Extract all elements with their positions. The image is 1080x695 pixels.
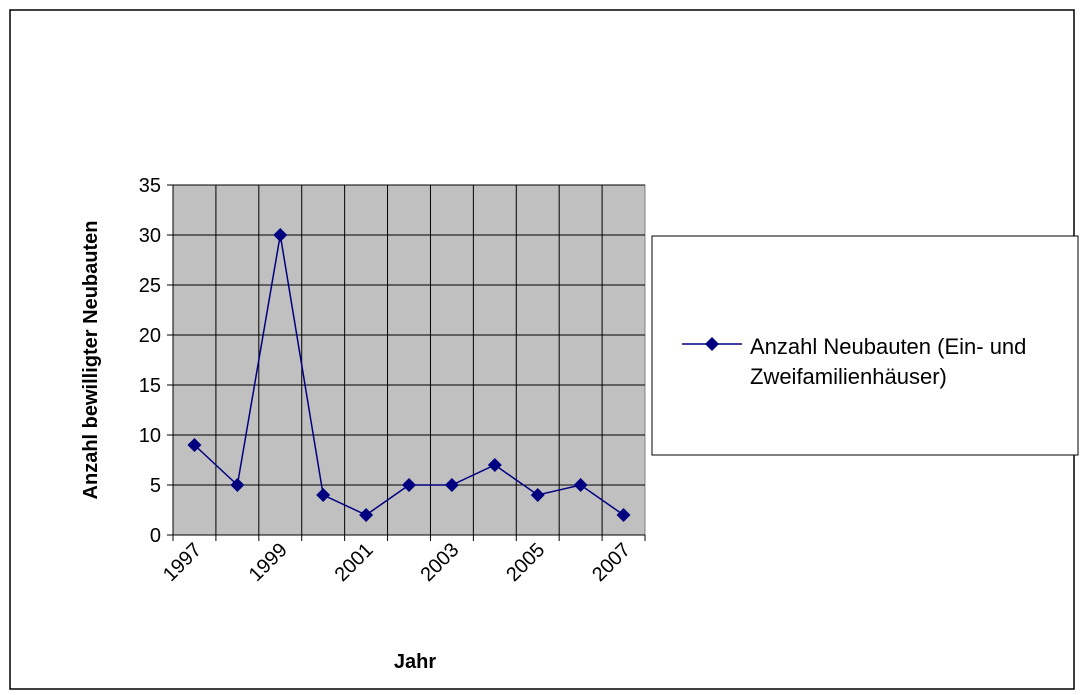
data-point	[316, 488, 331, 502]
data-point	[616, 508, 631, 522]
y-tick-label: 0	[150, 525, 161, 547]
y-tick-label: 20	[139, 325, 161, 347]
data-point	[402, 478, 416, 492]
data-point	[573, 478, 588, 492]
data-point	[230, 478, 245, 492]
y-tick-label: 35	[139, 175, 161, 197]
data-point	[530, 488, 545, 502]
data-point	[273, 228, 288, 242]
plot-area	[172, 184, 646, 536]
x-axis-title: Jahr	[394, 651, 436, 673]
y-tick-label: 30	[139, 225, 161, 247]
y-tick-label: 5	[150, 475, 161, 497]
legend-label: Anzahl Neubauten (Ein- und Zweifamilienh…	[750, 334, 1027, 389]
data-point	[187, 438, 202, 452]
y-tick-label: 15	[139, 375, 161, 397]
y-axis-title: Anzahl bewilligter Neubauten	[80, 221, 102, 500]
data-point	[487, 458, 502, 472]
data-point	[444, 478, 459, 492]
legend-box	[651, 235, 1079, 456]
data-point	[359, 508, 374, 522]
y-tick-label: 10	[139, 425, 161, 447]
legend-marker	[705, 337, 719, 351]
y-tick-label: 25	[139, 275, 161, 297]
